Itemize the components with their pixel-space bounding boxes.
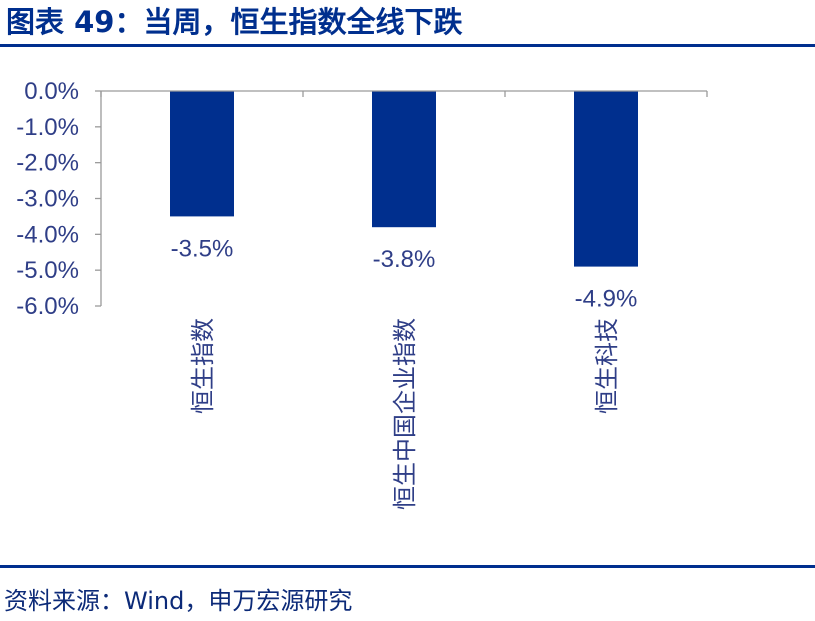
y-tick-label: -6.0%: [16, 293, 79, 320]
y-tick-label: 0.0%: [24, 78, 79, 105]
bar-1: [170, 91, 234, 217]
source-note: 资料来源：Wind，申万宏源研究: [4, 587, 353, 615]
data-label-3: -4.9%: [575, 286, 638, 313]
plot-area: 0.0% -1.0% -2.0% -3.0% -4.0% -5.0% -6.0% -3.5% -…: [16, 78, 708, 510]
y-tick-label: -1.0%: [16, 114, 79, 141]
category-label-1: 恒生指数: [189, 318, 217, 414]
category-label-2: 恒生中国企业指数: [391, 318, 419, 510]
bar-2: [372, 91, 436, 228]
data-label-1: -3.5%: [171, 235, 234, 262]
bar-3: [574, 91, 638, 267]
y-tick-label: -5.0%: [16, 257, 79, 284]
category-label-3: 恒生科技: [593, 318, 621, 414]
figure-title: 图表 49：当周，恒生指数全线下跌: [6, 5, 463, 39]
y-tick-label: -4.0%: [16, 221, 79, 248]
bar-chart: 0.0% -1.0% -2.0% -3.0% -4.0% -5.0% -6.0% -3.5% -…: [16, 78, 708, 510]
y-tick-label: -3.0%: [16, 186, 79, 213]
title-divider: [0, 44, 815, 47]
footer-divider: [0, 565, 815, 568]
y-tick-label: -2.0%: [16, 150, 79, 177]
data-label-2: -3.8%: [373, 246, 436, 273]
